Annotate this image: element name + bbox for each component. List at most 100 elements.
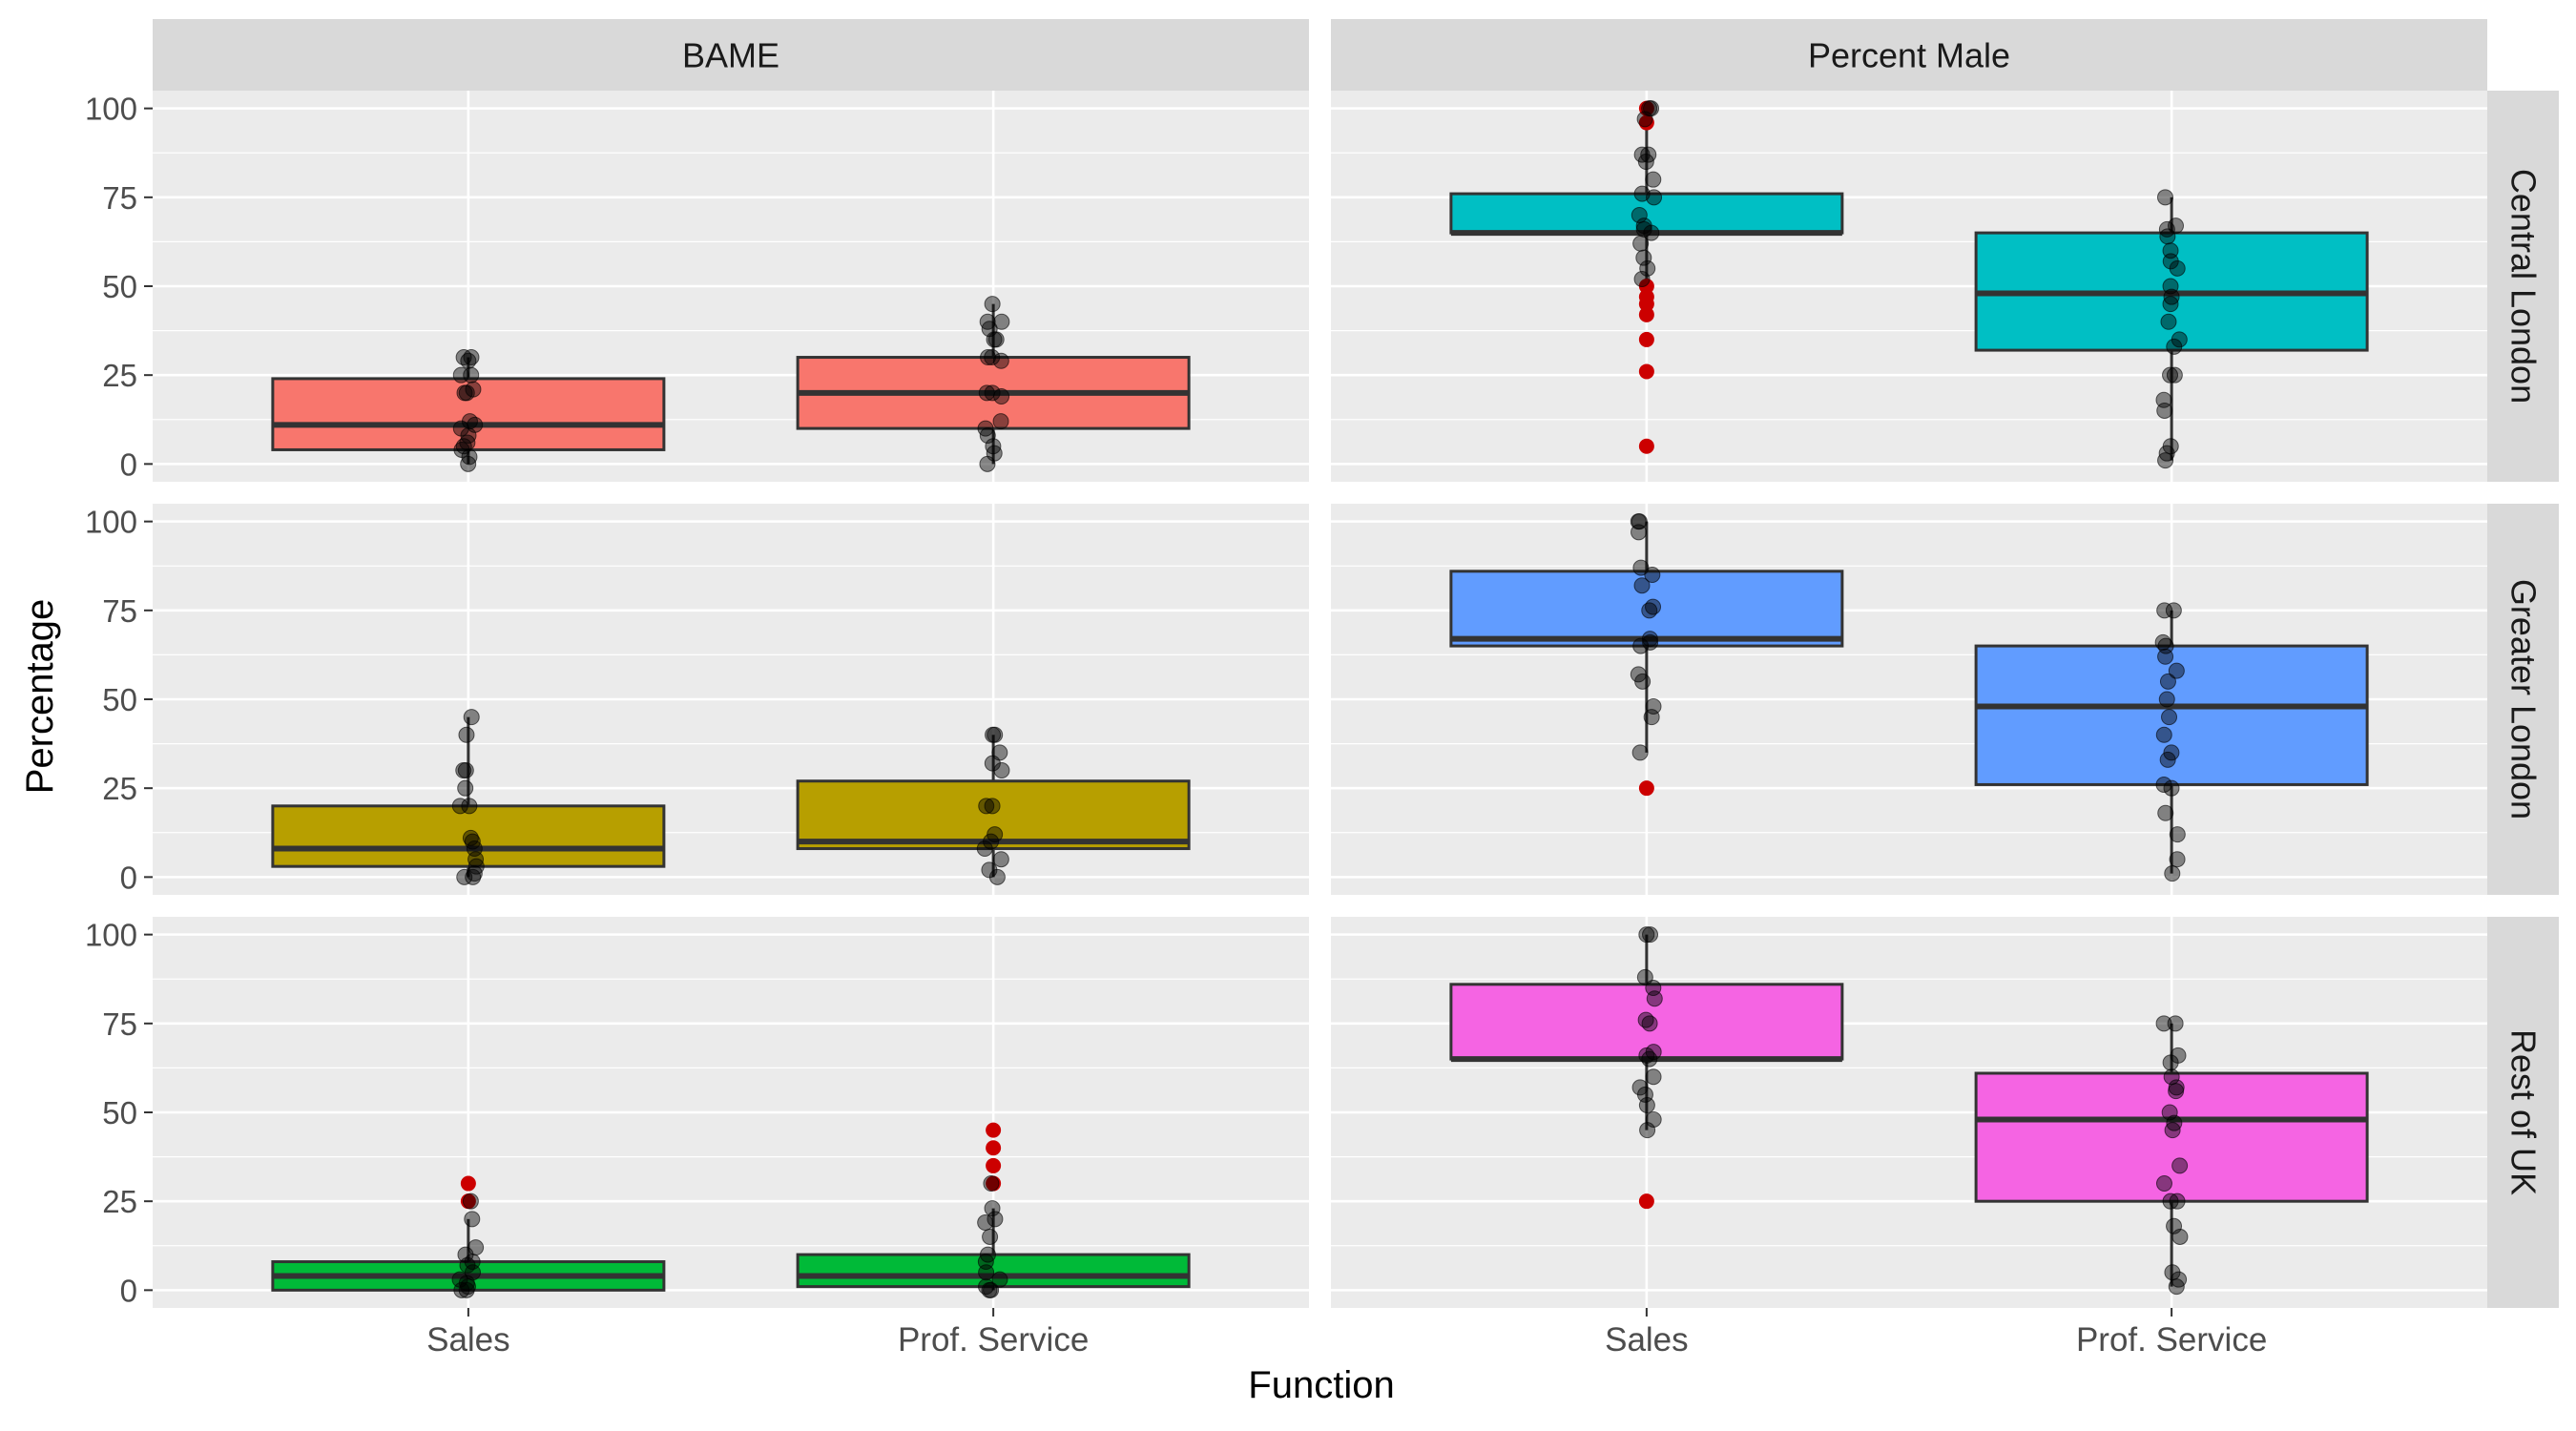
data-point bbox=[1633, 271, 1651, 288]
outlier-point bbox=[986, 1157, 1002, 1173]
y-axis-title: Percentage bbox=[19, 599, 61, 795]
boxplot-sales bbox=[1449, 100, 1844, 454]
data-point bbox=[2155, 726, 2172, 743]
data-point bbox=[1635, 218, 1652, 235]
data-point bbox=[2166, 1217, 2183, 1234]
data-point bbox=[2161, 709, 2178, 726]
data-point bbox=[992, 413, 1009, 430]
box bbox=[1974, 644, 2369, 786]
data-point bbox=[463, 709, 480, 726]
outlier-point bbox=[1638, 438, 1654, 454]
data-point bbox=[2164, 1264, 2181, 1281]
facet-strips: BAME Percent Male Central London Greater Lo… bbox=[153, 19, 2559, 1308]
data-point bbox=[2155, 391, 2172, 408]
column-strip-label: Percent Male bbox=[1808, 36, 2010, 75]
row-strip bbox=[2487, 91, 2559, 482]
facet-panel bbox=[1331, 91, 2487, 482]
data-point bbox=[984, 349, 1001, 366]
data-point bbox=[2157, 804, 2174, 821]
x-tick-label: Prof. Service bbox=[2076, 1321, 2267, 1358]
y-tick-label: 75 bbox=[102, 593, 137, 629]
outlier-point bbox=[1638, 780, 1654, 797]
outlier-point bbox=[986, 1175, 1002, 1192]
data-point bbox=[451, 798, 468, 815]
data-point bbox=[2160, 313, 2177, 330]
x-axis-title: Function bbox=[1248, 1364, 1394, 1406]
data-point bbox=[991, 1271, 1008, 1288]
y-tick-label: 25 bbox=[102, 358, 137, 393]
data-point bbox=[461, 413, 478, 430]
data-point bbox=[1630, 666, 1647, 683]
row-strip-label: Greater London bbox=[2504, 579, 2544, 819]
data-point bbox=[461, 798, 478, 815]
data-point bbox=[1639, 259, 1656, 277]
data-point bbox=[2169, 851, 2186, 868]
data-point bbox=[1633, 185, 1651, 202]
data-point bbox=[2159, 228, 2176, 245]
data-point bbox=[978, 384, 995, 402]
y-tick-label: 100 bbox=[85, 505, 137, 540]
data-point bbox=[452, 366, 469, 384]
data-point bbox=[1633, 577, 1651, 594]
boxplot-prof-service bbox=[796, 726, 1191, 885]
boxplot-prof-service bbox=[1974, 602, 2369, 882]
data-point bbox=[977, 1214, 994, 1232]
facet-panel bbox=[1331, 917, 2487, 1308]
x-tick-label: Sales bbox=[426, 1321, 510, 1358]
data-point bbox=[2162, 366, 2179, 384]
data-point bbox=[985, 438, 1002, 455]
data-point bbox=[462, 1192, 479, 1210]
boxplot-prof-service bbox=[1974, 189, 2369, 469]
data-point bbox=[2166, 366, 2183, 384]
data-point bbox=[2168, 662, 2185, 679]
outlier-point bbox=[1638, 331, 1654, 347]
data-point bbox=[1642, 926, 1659, 944]
y-tick-label: 50 bbox=[102, 682, 137, 717]
data-point bbox=[2168, 1079, 2185, 1096]
outlier-point bbox=[1638, 363, 1654, 380]
data-point bbox=[2170, 1047, 2187, 1064]
facet-panel bbox=[153, 917, 1309, 1308]
y-tick-label: 100 bbox=[85, 92, 137, 127]
data-point bbox=[980, 349, 997, 366]
data-point bbox=[1645, 1044, 1662, 1061]
column-strip bbox=[153, 19, 1309, 91]
data-point bbox=[991, 744, 1008, 761]
data-point bbox=[1632, 559, 1650, 576]
data-point bbox=[981, 861, 998, 879]
data-point bbox=[1635, 249, 1652, 266]
data-point bbox=[457, 779, 474, 797]
data-point bbox=[2155, 1175, 2172, 1192]
data-point bbox=[1631, 744, 1649, 761]
data-point bbox=[2156, 189, 2173, 206]
boxplot-prof-service bbox=[796, 1122, 1191, 1298]
data-point bbox=[1637, 1011, 1654, 1028]
data-point bbox=[1636, 968, 1653, 985]
data-point bbox=[984, 1200, 1001, 1217]
data-point bbox=[2163, 779, 2180, 797]
outlier-point bbox=[986, 1140, 1002, 1156]
outlier-point bbox=[1638, 306, 1654, 322]
data-point bbox=[465, 381, 482, 398]
data-point bbox=[467, 858, 485, 875]
data-point bbox=[2167, 1015, 2184, 1032]
data-point bbox=[451, 1271, 468, 1288]
outlier-point bbox=[460, 1175, 476, 1192]
x-tick-label: Prof. Service bbox=[898, 1321, 1089, 1358]
data-point bbox=[985, 726, 1002, 743]
data-point bbox=[1643, 709, 1660, 726]
data-point bbox=[456, 384, 473, 402]
data-point bbox=[2171, 331, 2188, 348]
data-point bbox=[2166, 1114, 2183, 1131]
box bbox=[1449, 570, 1844, 648]
data-point bbox=[2159, 673, 2176, 690]
y-tick-label: 0 bbox=[120, 1273, 137, 1308]
y-tick-label: 25 bbox=[102, 1184, 137, 1219]
y-tick-label: 25 bbox=[102, 771, 137, 806]
y-tick-label: 50 bbox=[102, 269, 137, 304]
data-point bbox=[463, 349, 480, 366]
boxplot-prof-service bbox=[796, 296, 1191, 472]
boxplot-prof-service bbox=[1974, 1015, 2369, 1296]
data-point bbox=[978, 798, 995, 815]
data-point bbox=[978, 1278, 995, 1296]
